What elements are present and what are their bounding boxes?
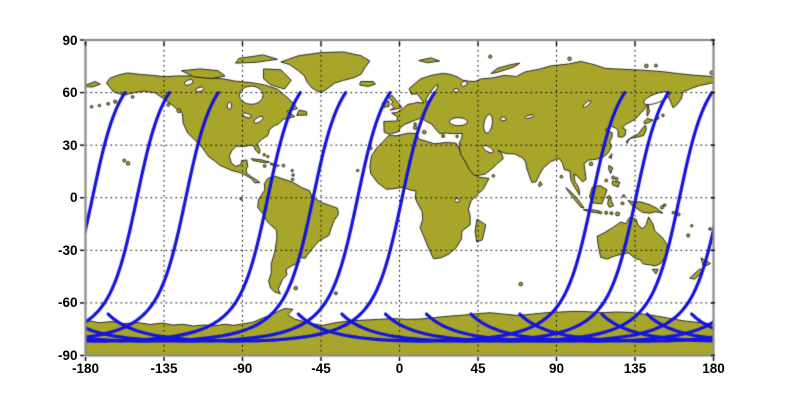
y-tick-label: 90: [62, 32, 78, 48]
x-tick-label: 135: [623, 360, 647, 376]
y-tick-label: -30: [57, 242, 78, 258]
y-tick-label: -60: [57, 295, 78, 311]
y-tick-label: 60: [62, 85, 78, 101]
x-tick-label: -90: [232, 360, 253, 376]
x-tick-label: 180: [702, 360, 725, 376]
x-tick-label: 0: [395, 360, 404, 376]
x-tick-label: -180: [71, 360, 100, 376]
y-tick-label: 0: [69, 190, 78, 206]
y-tick-label: -90: [57, 348, 78, 363]
y-tick-label: 30: [62, 137, 78, 153]
x-tick-label: -45: [311, 360, 331, 376]
x-tick-label: 45: [470, 360, 486, 376]
x-tick-label: -135: [150, 360, 178, 376]
x-tick-label: 90: [548, 360, 565, 376]
